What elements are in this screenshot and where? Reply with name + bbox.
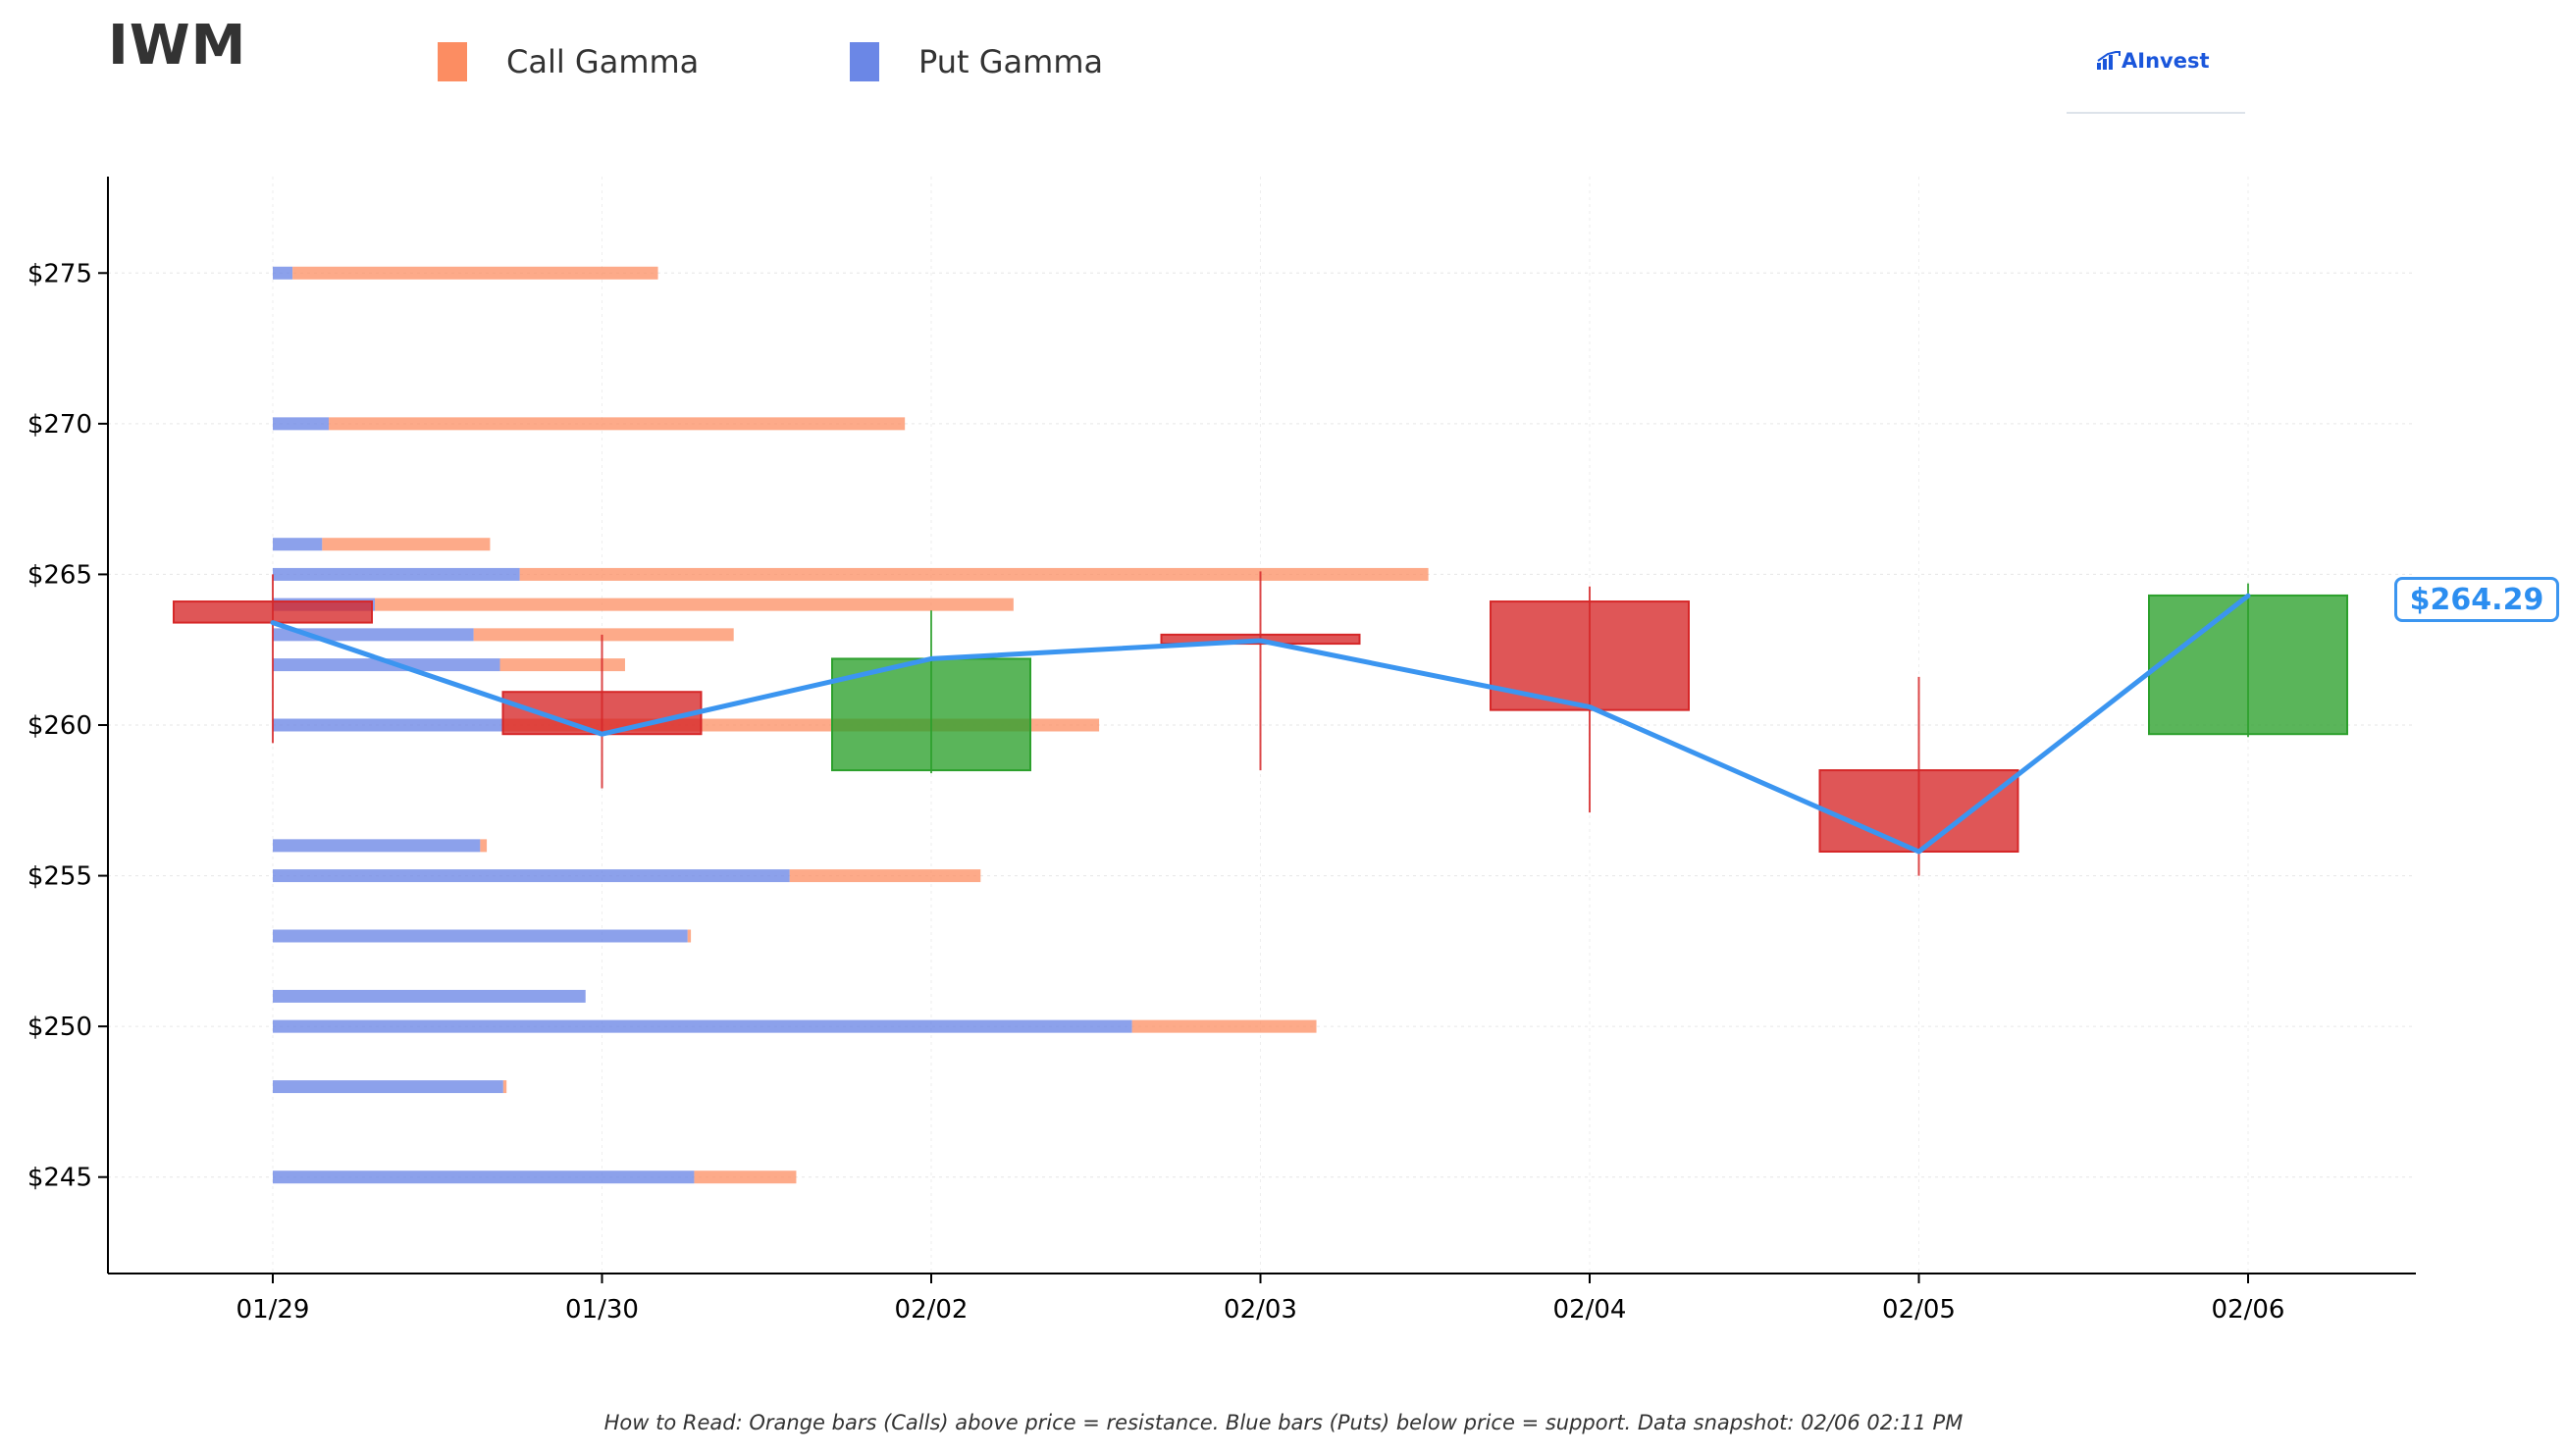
brand-divider [2067,112,2245,114]
brand-name: AInvest [2122,49,2210,73]
ainvest-logo-icon [2097,51,2121,70]
call-gamma-bar [322,538,491,551]
price-line-layer [270,593,2251,855]
call-gamma-bar [480,839,488,853]
candle-body [831,657,1031,772]
put-gamma-bar [273,839,481,853]
y-tick-label: $275 [27,259,92,288]
put-gamma-bar [273,718,503,732]
legend-put-swatch [850,42,879,81]
legend-call-gamma: Call Gamma [438,37,699,86]
call-gamma-bar [694,1170,797,1184]
call-gamma-bar [687,929,692,943]
put-gamma-bar [273,1170,695,1184]
y-tick-label: $260 [27,711,92,741]
call-gamma-bar [375,598,1014,611]
x-tick-label: 01/30 [565,1295,639,1325]
y-tick-label: $265 [27,560,92,590]
y-tick-label: $250 [27,1013,92,1042]
legend-put-gamma: Put Gamma [850,37,1103,86]
y-tick-label: $270 [27,410,92,440]
call-gamma-bar [329,417,906,431]
x-tick-label: 02/03 [1224,1295,1297,1325]
candle-body [1818,769,2019,853]
current-price-badge: $264.29 [2394,577,2559,622]
chart-title: IWM [108,14,247,78]
legend-call-label: Call Gamma [506,43,700,80]
call-gamma-bar [1131,1019,1317,1033]
x-tick-label: 02/05 [1882,1295,1956,1325]
candles [173,571,2348,876]
call-gamma-bar [292,266,658,280]
put-gamma-bar [273,989,586,1003]
put-gamma-bar [273,1080,503,1094]
footnote: How to Read: Orange bars (Calls) above p… [603,1411,1964,1434]
call-gamma-bar [519,567,1429,581]
call-gamma-bar [499,658,625,672]
put-gamma-bar [273,929,688,943]
put-gamma-bar [273,1019,1132,1033]
tick-labels: $245 $250 $255 $260 $265 $270 $275 01/29 01/30 02… [27,259,2285,1325]
legend-call-swatch [438,42,467,81]
brand-logo: AInvest [2096,49,2210,73]
candle-body [173,600,373,624]
price-line [270,593,2251,855]
put-gamma-bar [273,538,323,551]
call-gamma-bar [502,1080,507,1094]
candle-body [2148,594,2348,736]
x-tick-label: 02/02 [895,1295,969,1325]
y-tick-label: $255 [27,862,92,892]
put-gamma-bar [273,567,520,581]
put-gamma-bar [273,658,500,672]
put-gamma-bar [273,417,330,431]
put-gamma-bar [273,869,790,883]
x-tick-label: 01/29 [236,1295,310,1325]
y-tick-label: $245 [27,1164,92,1193]
legend-put-label: Put Gamma [918,43,1104,80]
call-gamma-bar [473,628,734,642]
x-tick-label: 02/04 [1553,1295,1627,1325]
x-tick-label: 02/06 [2212,1295,2285,1325]
put-gamma-bar [273,266,293,280]
axes [98,177,2416,1283]
call-gamma-bar [789,869,981,883]
